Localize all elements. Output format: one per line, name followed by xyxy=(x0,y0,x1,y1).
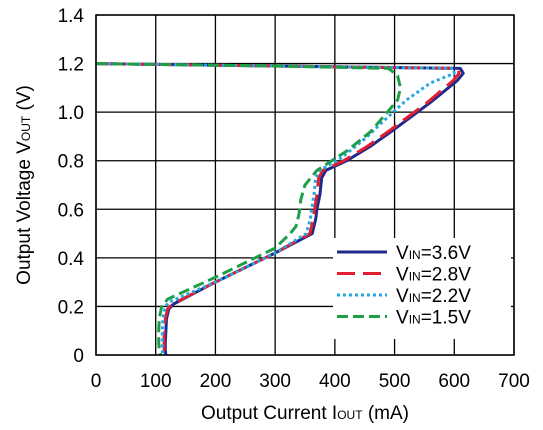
y-axis-title-main: Output Voltage V xyxy=(14,141,35,285)
x-tick-label: 300 xyxy=(259,371,291,392)
x-tick-label: 600 xyxy=(438,371,470,392)
x-tick-label: 200 xyxy=(200,371,232,392)
tick-labels: 0 100 200 300 400 500 600 700 0 0.2 0.4 0.6 0.8 1.0 1.… xyxy=(58,6,530,392)
legend-label-2: VIN=2.8V xyxy=(396,265,471,286)
x-axis-title-suffix: (mA) xyxy=(363,403,409,424)
y-tick-label: 0.2 xyxy=(58,297,84,318)
legend-background xyxy=(333,238,511,339)
x-axis-title-main: Output Current I xyxy=(201,403,337,424)
y-axis-title-sub: OUT xyxy=(19,115,33,141)
series-line-4 xyxy=(95,62,402,356)
y-tick-label: 1.0 xyxy=(58,103,84,124)
y-axis-title-suffix: (V) xyxy=(14,85,35,116)
x-axis-title: Output Current IOUT (mA) xyxy=(201,403,409,424)
y-tick-label: 1.2 xyxy=(58,55,84,76)
x-tick-label: 100 xyxy=(140,371,172,392)
y-axis-title: Output Voltage VOUT (V) xyxy=(14,85,35,285)
legend-label-1: VIN=3.6V xyxy=(396,243,471,264)
y-tick-label: 0.8 xyxy=(58,152,84,173)
plot-frame xyxy=(95,14,515,356)
y-tick-label: 0.4 xyxy=(58,249,85,270)
legend-label-3: VIN=2.2V xyxy=(396,286,471,307)
grid-lines xyxy=(95,14,515,356)
x-tick-label: 400 xyxy=(319,371,351,392)
y-tick-label: 1.4 xyxy=(58,6,85,27)
y-tick-label: 0.6 xyxy=(58,200,84,221)
series-lines xyxy=(95,62,465,356)
x-axis-title-sub: OUT xyxy=(337,408,363,422)
y-tick-label: 0 xyxy=(73,346,84,367)
x-tick-label: 0 xyxy=(91,371,102,392)
legend-label-4: VIN=1.5V xyxy=(396,308,471,329)
series-line-2 xyxy=(95,62,461,356)
series-line-3 xyxy=(95,62,456,356)
x-tick-label: 500 xyxy=(379,371,411,392)
x-tick-label: 700 xyxy=(498,371,530,392)
